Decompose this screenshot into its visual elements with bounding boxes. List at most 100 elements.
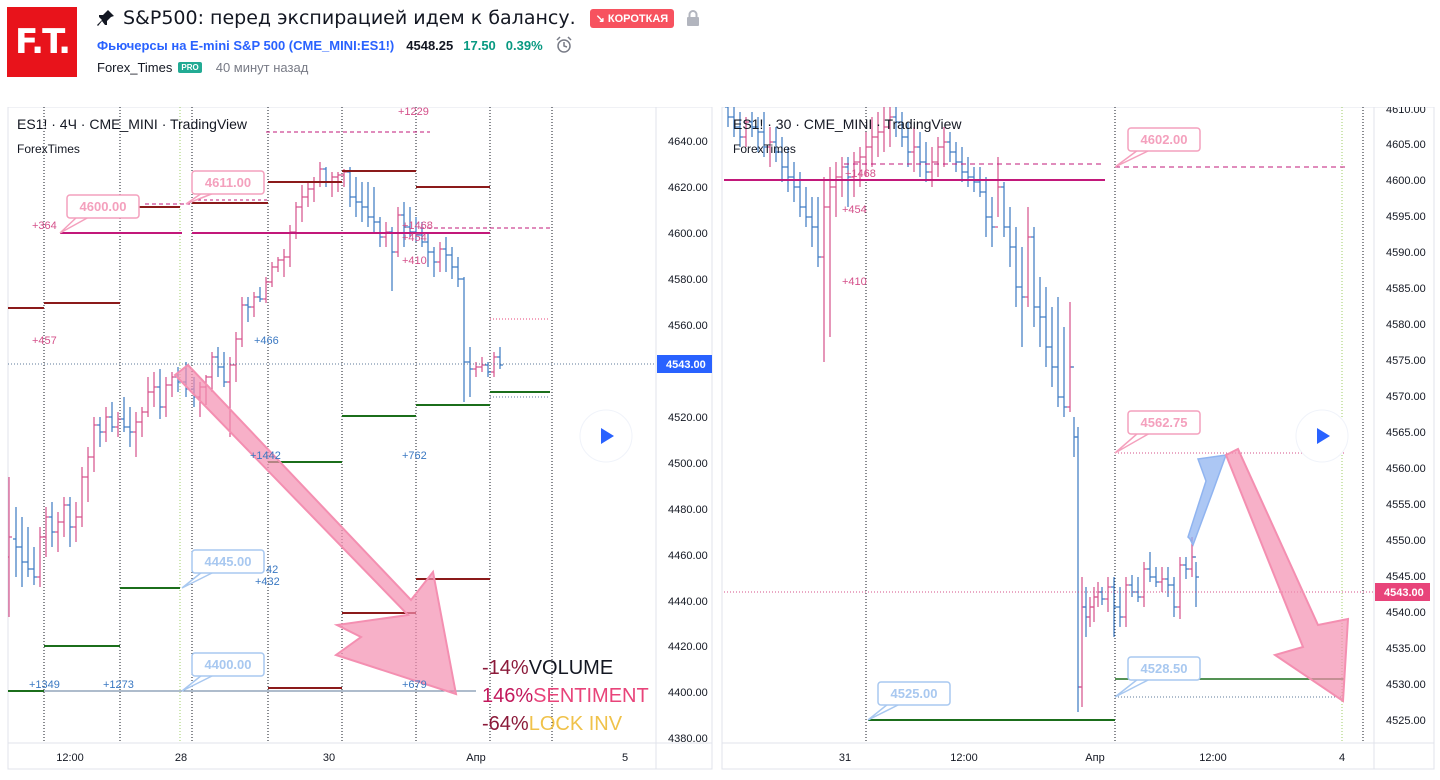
price-tick: 4580.00 [1386,319,1426,331]
annotation-label: +1468 [402,220,433,232]
annotation-label: +1442 [250,450,281,462]
time-tick: 4 [1339,752,1345,764]
alarm-clock-icon[interactable] [555,36,573,54]
sentiment-pct: 146% [482,685,533,707]
annotation-label: +454 [842,204,867,216]
price-tick: 4520.00 [668,412,708,424]
price-tick: 4570.00 [1386,391,1426,403]
callout-text: 4611.00 [205,175,251,190]
pink-arrow-right [1224,447,1350,703]
price-tick: 4540.00 [1386,607,1426,619]
price-callout[interactable]: 4528.50 [1114,656,1201,698]
sentiment-label: SENTIMENT [533,685,649,707]
right-levels [724,163,1374,721]
current-price-text: 4543.00 [1384,587,1424,599]
annotation-label: 42 [266,564,278,576]
blue-arrow [1187,454,1228,547]
price-callout[interactable]: 4525.00 [867,681,951,721]
time-tick: 12:00 [56,752,84,764]
callout-text: 4600.00 [80,199,127,214]
price-tick: 4525.00 [1386,715,1426,727]
current-price-text: 4543.00 [666,359,706,371]
price-callout[interactable]: 4600.00 [59,194,140,234]
right-time-axis: 31 12:00 Апр 12:00 4 [839,752,1345,764]
price-callout[interactable]: 4400.00 [181,652,265,692]
callout-text: 4445.00 [205,554,252,569]
price-tick: 4480.00 [668,504,708,516]
current-price-tag [657,355,712,373]
price-tick: 4440.00 [668,596,708,608]
price-tick: 4420.00 [668,641,708,653]
price-tick: 4580.00 [668,274,708,286]
left-legend: ES1! · 4Ч · CME_MINI · TradingView Forex… [17,116,248,156]
price-tick: 4605.00 [1386,139,1426,151]
play-icon [601,428,614,444]
symbol-change: 17.50 [463,37,496,53]
annotation-label: +410 [842,276,867,288]
left-chart[interactable]: +1229 +364 +457 +466 +1442 +432 +1349 +1273 +146… [6,106,713,770]
symbol-row: Фьючерсы на E-mini S&P 500 (CME_MINI:ES1… [97,36,573,54]
right-small-labels: +1468 +454 +410 [842,168,876,288]
right-candles [725,107,1199,712]
left-legend-text: ES1! · 4Ч · CME_MINI · TradingView [17,116,248,132]
annotation-label: +432 [255,576,280,588]
price-tick: 4640.00 [668,136,708,148]
left-vertical-gridlines [43,107,553,743]
annotation-label: +457 [32,335,57,347]
price-callout[interactable]: 4562.75 [1114,410,1201,454]
time-tick: Апр [1085,752,1104,764]
title-row: S&P500: перед экспирацией идем к балансу… [97,6,700,30]
price-callout[interactable]: 4611.00 [185,170,265,205]
author-name[interactable]: Forex_Times [97,60,173,75]
price-tick: 4460.00 [668,550,708,562]
published-time: 40 минут назад [215,60,309,75]
annotation-label: +1273 [103,679,134,691]
symbol-change-pct: 0.39% [505,37,543,53]
annotation-label: +679 [402,679,427,691]
price-tick: 4595.00 [1386,211,1426,223]
price-tick: 4585.00 [1386,283,1426,295]
price-tick: 4500.00 [668,458,708,470]
price-tick: 4400.00 [668,687,708,699]
author-logo[interactable]: F.T. [7,7,77,77]
right-watermark: ForexTimes [733,142,796,156]
price-tick: 4600.00 [668,228,708,240]
right-legend: ES1! · 30 · CME_MINI · TradingView Forex… [733,116,962,156]
sentiment-pct: -14% [482,657,529,679]
price-tick: 4620.00 [668,182,708,194]
price-tick: 4545.00 [1386,571,1426,583]
annotation-label: +1349 [29,679,60,691]
price-tick: 4560.00 [668,320,708,332]
price-tick: 4535.00 [1386,643,1426,655]
symbol-price: 4548.25 [406,37,454,53]
time-tick: Апр [466,752,485,764]
sentiment-row: -64%LOCK INV [482,713,623,735]
annotation-label: +1468 [845,168,876,180]
symbol-link[interactable]: Фьючерсы на E-mini S&P 500 (CME_MINI:ES1… [97,37,395,53]
short-badge: ↘ КОРОТКАЯ [589,8,675,28]
price-tick: 4575.00 [1386,355,1426,367]
time-tick: 28 [175,752,187,764]
left-play-button[interactable] [579,409,633,463]
sentiment-row: -14%VOLUME [482,657,613,679]
left-arrow [173,363,458,696]
right-play-button[interactable] [1295,409,1349,463]
right-arrows [1187,447,1350,703]
pro-badge: PRO [178,62,202,73]
annotation-label: +454 [402,232,427,244]
time-tick: 5 [622,752,628,764]
price-callout[interactable]: 4445.00 [181,549,265,589]
annotation-label: +364 [32,220,57,232]
annotation-label: +762 [402,450,427,462]
annotation-label: +466 [254,335,279,347]
price-callout[interactable]: 4602.00 [1114,127,1201,168]
left-price-axis: 4640.00 4620.00 4600.00 4580.00 4560.00 4520.… [657,136,712,745]
left-levels [8,131,656,692]
price-tick: 4555.00 [1386,499,1426,511]
price-tick: 4565.00 [1386,427,1426,439]
current-price-tag [1375,583,1430,601]
time-tick: 31 [839,752,851,764]
annotation-label: +1229 [398,107,429,118]
idea-title: S&P500: перед экспирацией идем к балансу… [123,7,576,29]
right-chart[interactable]: +1468 +454 +410 4602.00 4562.75 4528.50 4525.… [721,104,1435,770]
